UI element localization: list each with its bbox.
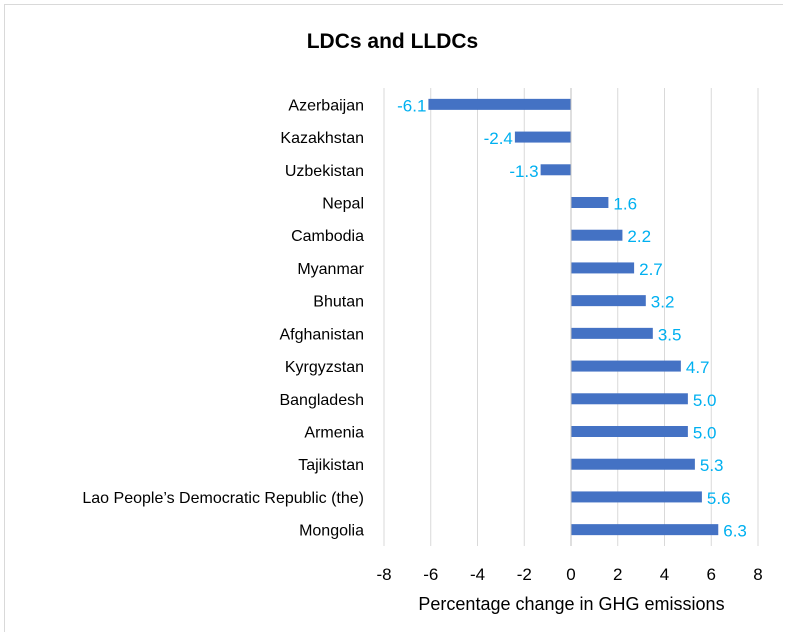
category-label: Afghanistan [279, 326, 364, 343]
x-tick-label: -8 [376, 565, 391, 584]
data-label: 3.5 [658, 325, 682, 344]
category-label: Kazakhstan [280, 130, 364, 147]
bar [571, 524, 719, 536]
data-label: -1.3 [509, 162, 538, 181]
data-label: 1.6 [613, 195, 637, 214]
data-label: 5.6 [707, 489, 731, 508]
x-tick-label: 4 [660, 565, 669, 584]
category-label: Bhutan [313, 294, 364, 311]
bar [571, 491, 702, 503]
bar [571, 295, 646, 307]
bar [571, 229, 623, 241]
x-tick-label: -2 [517, 565, 532, 584]
x-tick-label: 0 [566, 565, 575, 584]
category-label: Azerbaijan [288, 97, 364, 114]
category-label: Cambodia [291, 228, 364, 245]
bar [540, 164, 571, 176]
bar [571, 360, 681, 372]
category-label: Nepal [322, 196, 364, 213]
category-label: Armenia [304, 425, 364, 442]
data-label: -6.1 [397, 96, 426, 115]
chart-frame [4, 4, 783, 632]
bar [571, 197, 609, 208]
x-axis-label: Percentage change in GHG emissions [418, 594, 725, 614]
bar [571, 262, 635, 274]
x-tick-label: 6 [707, 565, 716, 584]
category-label: Uzbekistan [285, 163, 364, 180]
category-label: Bangladesh [279, 392, 364, 409]
category-label: Kyrgyzstan [285, 359, 364, 376]
x-tick-label: -4 [470, 565, 485, 584]
bar [571, 426, 688, 437]
category-label: Myanmar [297, 261, 364, 278]
category-label: Tajikistan [298, 457, 364, 474]
data-label: 6.3 [723, 522, 747, 541]
data-label: 5.0 [693, 391, 717, 410]
category-label: Lao People’s Democratic Republic (the) [82, 490, 364, 507]
bar [514, 131, 571, 143]
data-label: 4.7 [686, 358, 710, 377]
bar [571, 393, 688, 405]
data-label: 5.0 [693, 424, 717, 443]
chart-title: LDCs and LLDCs [306, 30, 479, 53]
bar [571, 327, 653, 339]
data-label: 5.3 [700, 456, 724, 475]
x-tick-label: 2 [613, 565, 622, 584]
data-label: 3.2 [651, 293, 675, 312]
data-label: -2.4 [484, 129, 513, 148]
x-tick-label: 8 [753, 565, 762, 584]
bar [571, 458, 695, 470]
category-label: Mongolia [299, 523, 364, 540]
x-tick-label: -6 [423, 565, 438, 584]
bar [428, 98, 571, 110]
data-label: 2.2 [627, 227, 651, 246]
data-label: 2.7 [639, 260, 663, 279]
